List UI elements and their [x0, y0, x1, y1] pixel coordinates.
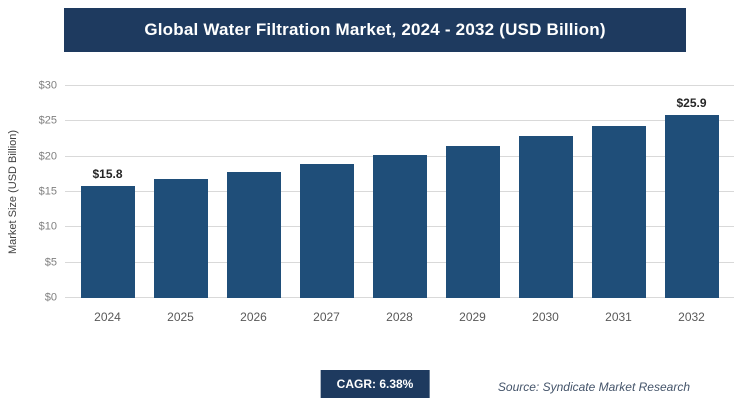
gridline [65, 120, 734, 122]
y-tick-label: $0 [44, 291, 57, 304]
source-text: Source: Syndicate Market Research [497, 380, 690, 394]
bar-2026 [226, 171, 281, 298]
x-axis-label: 2028 [386, 310, 413, 324]
bar-slot [518, 86, 573, 298]
bar-2024: $15.8 [80, 167, 135, 298]
bar-slot [226, 86, 281, 298]
footer: CAGR: 6.38% Source: Syndicate Market Res… [0, 370, 750, 402]
x-labels: 2024 2025 2026 2027 2028 2029 2030 2031 2032 [65, 310, 734, 324]
plot-area: $0 $5 $10 $15 $20 $25 $30 $15.8 $25.9 [39, 80, 734, 303]
x-axis-label: 2031 [605, 310, 632, 324]
bar-2025 [153, 179, 208, 298]
x-axis-label: 2032 [678, 310, 705, 324]
chart: Market Size (USD Billion) $0 $5 $10 $15 $20 $… [0, 80, 750, 303]
bar-slot: $15.8 [80, 86, 135, 298]
bar-slot [591, 86, 646, 298]
x-axis-label: 2029 [459, 310, 486, 324]
bar-2032: $25.9 [664, 96, 719, 298]
x-axis-label: 2026 [240, 310, 267, 324]
cagr-badge: CAGR: 6.38% [320, 370, 430, 398]
bar-slot [372, 86, 427, 298]
y-tick-label: $20 [38, 150, 57, 163]
bar-value-label: $15.8 [92, 167, 123, 182]
bar-2031 [591, 126, 646, 298]
x-axis-label: 2027 [313, 310, 340, 324]
gridline [65, 85, 734, 86]
x-axis-label: 2024 [94, 310, 121, 324]
bar-2030 [518, 136, 573, 298]
y-tick-label: $5 [44, 256, 57, 269]
bar-2028 [372, 155, 427, 298]
x-axis-label: 2025 [167, 310, 194, 324]
bar-slot [299, 86, 354, 298]
bar-slot [153, 86, 208, 298]
y-tick-label: $25 [38, 114, 57, 127]
x-axis-label: 2030 [532, 310, 559, 324]
bar-2027 [299, 163, 354, 298]
bar-slot: $25.9 [664, 86, 719, 298]
y-tick-label: $10 [38, 220, 57, 233]
y-tick-label: $15 [38, 185, 57, 198]
y-ticks: $0 $5 $10 $15 $20 $25 $30 [17, 80, 57, 303]
bar-value-label: $25.9 [676, 95, 707, 110]
page-title: Global Water Filtration Market, 2024 - 2… [144, 20, 606, 39]
bar-2029 [445, 146, 500, 298]
bars: $15.8 $25.9 [65, 86, 734, 298]
bar-slot [445, 86, 500, 298]
y-tick-label: $30 [38, 79, 57, 92]
header-banner: Global Water Filtration Market, 2024 - 2… [64, 8, 686, 52]
